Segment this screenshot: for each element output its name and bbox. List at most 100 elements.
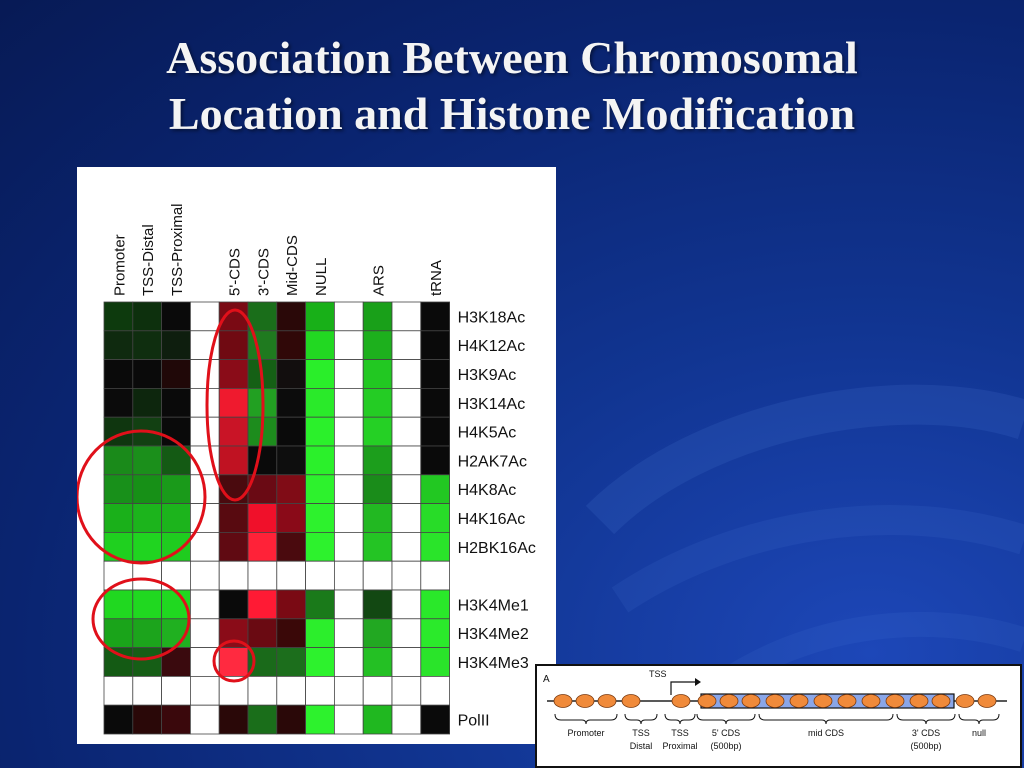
heatmap-cell	[391, 474, 422, 504]
heatmap-cell	[333, 301, 364, 332]
region-brace	[958, 713, 1000, 725]
heatmap-cell	[420, 531, 450, 562]
heatmap-cell	[218, 560, 249, 591]
region-brace	[696, 713, 756, 725]
heatmap-cell	[420, 330, 450, 361]
row-label: H3K18Ac	[458, 309, 526, 326]
heatmap-cell	[276, 618, 307, 648]
heatmap-cell	[305, 474, 335, 504]
highlight-ellipse-promoter-methyl	[91, 577, 191, 661]
heatmap-cell	[362, 416, 393, 447]
nucleosome	[789, 694, 809, 708]
column-label: 3'-CDS	[255, 248, 272, 296]
heatmap-cell	[247, 445, 278, 476]
nucleosome	[741, 694, 761, 708]
panel-label: A	[543, 674, 550, 685]
heatmap-cell	[305, 704, 335, 735]
heatmap-cell	[132, 503, 162, 533]
heatmap-cell	[132, 618, 162, 648]
heatmap-cell	[420, 618, 450, 648]
heatmap-cell	[132, 531, 162, 562]
row-label: H3K14Ac	[458, 396, 526, 413]
heatmap-cell	[103, 531, 134, 562]
heatmap-cell	[333, 560, 364, 591]
heatmap-cell	[305, 589, 335, 620]
heatmap-cell	[190, 387, 220, 418]
heatmap-cell	[333, 359, 364, 389]
region-label: Promoter	[567, 728, 604, 738]
heatmap-cell	[103, 359, 134, 389]
heatmap-cell	[132, 589, 162, 620]
row-label: H4K5Ac	[458, 425, 517, 442]
heatmap-cell	[305, 503, 335, 533]
heatmap-cell	[333, 445, 364, 476]
heatmap-cell	[362, 387, 393, 418]
nucleosome	[719, 694, 739, 708]
slide-title: Association Between Chromosomal Location…	[0, 30, 1024, 142]
heatmap-cell	[276, 301, 307, 332]
heatmap-cell	[190, 675, 220, 706]
heatmap-cell	[333, 474, 364, 504]
heatmap-cell	[218, 503, 249, 533]
heatmap-cell	[103, 618, 134, 648]
heatmap-cell	[190, 301, 220, 332]
tss-label: TSS	[649, 669, 667, 679]
region-label: TSS	[632, 728, 650, 738]
heatmap-cell	[218, 387, 249, 418]
nucleosome	[671, 694, 691, 708]
heatmap-cell	[276, 445, 307, 476]
heatmap-cell	[103, 675, 134, 706]
heatmap-cell	[391, 618, 422, 648]
heatmap-cell	[132, 704, 162, 735]
nucleosome	[553, 694, 573, 708]
heatmap-cell	[391, 445, 422, 476]
heatmap-cell	[305, 301, 335, 332]
heatmap-cell	[103, 704, 134, 735]
heatmap-cell	[190, 416, 220, 447]
region-label: TSS	[671, 728, 689, 738]
heatmap-cell	[132, 359, 162, 389]
nucleosome	[575, 694, 595, 708]
heatmap-cell	[132, 445, 162, 476]
heatmap-cell	[333, 647, 364, 677]
heatmap-cell	[276, 416, 307, 447]
heatmap-cell	[391, 531, 422, 562]
heatmap-cell	[218, 416, 249, 447]
heatmap-cell	[247, 618, 278, 648]
heatmap-cell	[333, 589, 364, 620]
highlight-ellipse-5cds	[205, 308, 265, 502]
heatmap-cell	[218, 445, 249, 476]
heatmap-cell	[161, 474, 191, 504]
heatmap-cell	[190, 359, 220, 389]
heatmap-cell	[132, 474, 162, 504]
row-label: H4K12Ac	[458, 338, 526, 355]
column-label: TSS-Proximal	[169, 203, 186, 296]
heatmap-cell	[276, 387, 307, 418]
heatmap-cell	[420, 445, 450, 476]
heatmap-cell	[333, 531, 364, 562]
heatmap-cell	[276, 330, 307, 361]
nucleosome	[885, 694, 905, 708]
heatmap-cell	[276, 704, 307, 735]
row-label: H2AK7Ac	[458, 453, 527, 470]
heatmap-cell	[103, 589, 134, 620]
heatmap-cell	[132, 387, 162, 418]
heatmap-cell	[161, 359, 191, 389]
nucleosome	[813, 694, 833, 708]
heatmap-cell	[132, 560, 162, 591]
slide-title-line-2: Location and Histone Modification	[168, 88, 856, 139]
heatmap-cell	[305, 445, 335, 476]
heatmap-cell	[161, 301, 191, 332]
heatmap-cell	[362, 445, 393, 476]
heatmap-cell	[391, 675, 422, 706]
heatmap-cell	[103, 474, 134, 504]
heatmap-cell	[247, 589, 278, 620]
region-sublabel: (500bp)	[910, 741, 941, 751]
heatmap-cell	[190, 704, 220, 735]
nucleosome	[977, 694, 997, 708]
heatmap-cell	[276, 359, 307, 389]
heatmap-cell	[420, 474, 450, 504]
highlight-ellipse-promoter-acetyl	[77, 429, 207, 565]
heatmap-cell	[276, 560, 307, 591]
heatmap-cell	[305, 416, 335, 447]
